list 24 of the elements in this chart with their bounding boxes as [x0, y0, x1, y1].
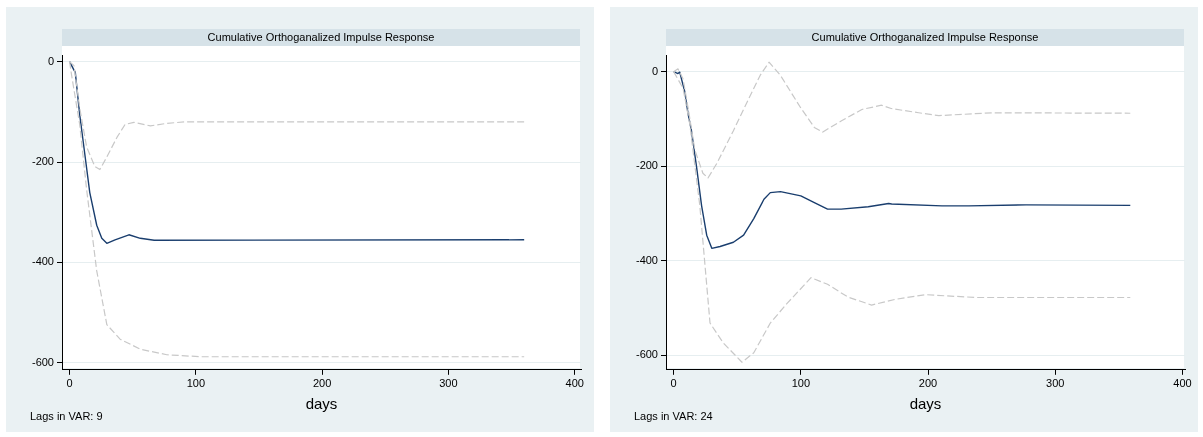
chart-title: Cumulative Orthoganalized Impulse Response [666, 29, 1184, 46]
x-tick-label: 100 [186, 377, 206, 390]
x-tick-label: 400 [1173, 377, 1192, 390]
x-axis-title: days [305, 395, 338, 413]
x-tick-label: 100 [791, 377, 811, 390]
chart-title: Cumulative Orthoganalized Impulse Response [62, 29, 580, 46]
x-tick-label: 200 [312, 377, 332, 390]
x-tick-label: 400 [565, 377, 584, 390]
y-tick-label: -600 [635, 348, 658, 361]
y-tick-label: -400 [31, 255, 54, 268]
text: Lags in VAR: 24 [634, 410, 713, 422]
x-tick-label: 300 [439, 377, 458, 390]
y-tick-label: -400 [635, 253, 658, 266]
x-axis-title: days [909, 395, 942, 413]
x-tick-label: 0 [670, 377, 677, 390]
y-tick-label: -200 [31, 155, 54, 168]
x-tick-label: 300 [1046, 377, 1065, 390]
text: Lags in VAR: 9 [30, 410, 103, 422]
y-tick-label: -600 [31, 355, 54, 368]
y-tick-label: -200 [635, 159, 658, 172]
x-tick-label: 200 [918, 377, 938, 390]
y-tick-label: 0 [47, 54, 54, 67]
y-tick-label: 0 [651, 64, 658, 77]
x-tick-label: 0 [66, 377, 73, 390]
